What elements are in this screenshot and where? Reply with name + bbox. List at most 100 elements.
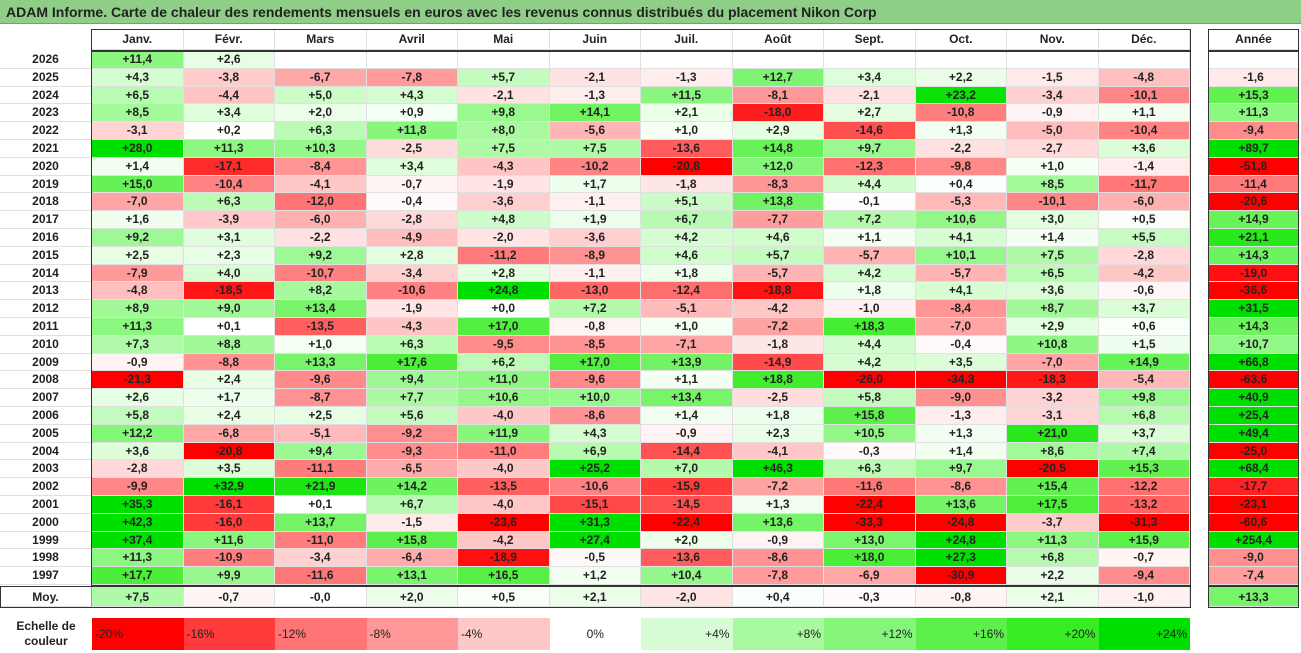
heatmap-cell: +1,5	[1098, 335, 1190, 354]
annual-cell: -25,0	[1209, 442, 1299, 461]
heatmap-cell: +17,5	[1007, 496, 1099, 514]
year-label: 2000	[0, 513, 92, 532]
heatmap-cell: +5,7	[458, 68, 550, 87]
heatmap-cell: -10,6	[549, 478, 641, 496]
average-cell: +2,0	[366, 587, 458, 607]
heatmap-cell: +2,4	[183, 371, 275, 390]
heatmap-cell: +6,2	[458, 353, 550, 372]
average-cell: -1,0	[1098, 587, 1190, 607]
heatmap-cell: +4,3	[92, 68, 184, 87]
heatmap-cell: -23,6	[458, 513, 550, 532]
heatmap-cell: +17,0	[549, 353, 641, 372]
heatmap-cell: +13,4	[275, 300, 367, 318]
heatmap-cell: +0,1	[275, 496, 367, 514]
annual-cell: +14,3	[1209, 246, 1299, 265]
heatmap-cell: +0,1	[183, 318, 275, 336]
heatmap-cell: +13,1	[366, 567, 458, 585]
heatmap-cell: +9,8	[1098, 389, 1190, 407]
heatmap-cell: +14,2	[366, 478, 458, 496]
heatmap-cell: -12,2	[1098, 478, 1190, 496]
scale-swatch: -16%	[183, 618, 275, 650]
heatmap-cell: -10,1	[1098, 86, 1190, 105]
heatmap-cell: -20,8	[641, 157, 733, 176]
annual-cell: -9,4	[1209, 122, 1299, 140]
heatmap-cell: -18,3	[1007, 371, 1099, 390]
average-annual-cell: +13,3	[1209, 587, 1299, 607]
heatmap-cell: +23,2	[915, 86, 1007, 105]
annual-cell: -51,8	[1209, 157, 1299, 176]
scale-swatch: +8%	[732, 618, 824, 650]
heatmap-cell: +8,6	[1007, 442, 1099, 461]
heatmap-cell: +5,0	[275, 86, 367, 105]
heatmap-cell: -5,3	[915, 193, 1007, 212]
heatmap-cell: +11,8	[366, 122, 458, 140]
heatmap-cell: +7,4	[1098, 442, 1190, 461]
month-header: Sept.	[824, 29, 916, 50]
heatmap-cell: -5,7	[732, 264, 824, 283]
heatmap-cell: -5,7	[824, 246, 916, 265]
average-cell: +7,5	[92, 587, 184, 607]
heatmap-cell: +9,7	[915, 460, 1007, 479]
heatmap-cell: -5,6	[549, 122, 641, 140]
heatmap-cell: -5,0	[1007, 122, 1099, 140]
heatmap-cell: +2,1	[641, 104, 733, 123]
heatmap-cell: -5,7	[915, 264, 1007, 283]
year-label: 2025	[0, 68, 92, 87]
heatmap-cell: +5,6	[366, 407, 458, 425]
heatmap-cell: -7,8	[732, 567, 824, 585]
heatmap-cell: -15,1	[549, 496, 641, 514]
heatmap-cell: -10,4	[183, 175, 275, 194]
heatmap-cell: -7,0	[915, 318, 1007, 336]
heatmap-cell: +17,7	[92, 567, 184, 585]
heatmap-cell: +3,6	[1098, 140, 1190, 158]
heatmap-cell: -2,5	[732, 389, 824, 407]
heatmap-cell: +25,2	[549, 460, 641, 479]
average-cell: -0,8	[915, 587, 1007, 607]
heatmap-cell: +1,3	[915, 122, 1007, 140]
heatmap-cell	[275, 51, 367, 69]
heatmap-cell: -18,8	[732, 282, 824, 301]
heatmap-cell: -2,8	[366, 211, 458, 229]
heatmap-cell: -1,8	[732, 335, 824, 354]
heatmap-cell: -1,5	[1007, 68, 1099, 87]
heatmap-cell: +13,0	[824, 531, 916, 550]
year-label: 2026	[0, 51, 92, 69]
heatmap-cell: -2,7	[1007, 140, 1099, 158]
heatmap-cell: +6,8	[1007, 549, 1099, 568]
annual-cell: -60,6	[1209, 513, 1299, 532]
year-label: 2011	[0, 318, 92, 336]
heatmap-cell: +27,4	[549, 531, 641, 550]
scale-swatch: -8%	[366, 618, 458, 650]
heatmap-cell: -0,3	[824, 442, 916, 461]
heatmap-cell: +24,8	[915, 531, 1007, 550]
heatmap-cell: +11,9	[458, 424, 550, 443]
heatmap-cell: -9,0	[915, 389, 1007, 407]
heatmap-cell: +1,0	[641, 318, 733, 336]
heatmap-cell: +9,4	[275, 442, 367, 461]
heatmap-cell: +1,8	[641, 264, 733, 283]
heatmap-cell: +4,3	[549, 424, 641, 443]
heatmap-cell: +10,4	[641, 567, 733, 585]
annual-cell: +11,3	[1209, 104, 1299, 123]
year-label: 2016	[0, 229, 92, 247]
heatmap-cell: +2,4	[183, 407, 275, 425]
heatmap-cell: +11,3	[92, 318, 184, 336]
heatmap-cell: +32,9	[183, 478, 275, 496]
heatmap-cell: -10,9	[183, 549, 275, 568]
heatmap-cell	[1098, 51, 1190, 69]
heatmap-cell: -30,9	[915, 567, 1007, 585]
scale-swatch: -12%	[275, 618, 367, 650]
heatmap-cell: +6,7	[366, 496, 458, 514]
heatmap-cell: -8,4	[915, 300, 1007, 318]
heatmap-cell: -6,8	[183, 424, 275, 443]
heatmap-cell: +17,6	[366, 353, 458, 372]
heatmap-cell: +10,6	[915, 211, 1007, 229]
year-label: 1998	[0, 549, 92, 568]
heatmap-cell: -1,0	[824, 300, 916, 318]
heatmap-cell: +7,2	[824, 211, 916, 229]
heatmap-cell: -2,8	[1098, 246, 1190, 265]
heatmap-cell: +4,1	[915, 282, 1007, 301]
year-label: 2010	[0, 335, 92, 354]
heatmap-cell: -4,2	[458, 531, 550, 550]
heatmap-cell: +14,1	[549, 104, 641, 123]
